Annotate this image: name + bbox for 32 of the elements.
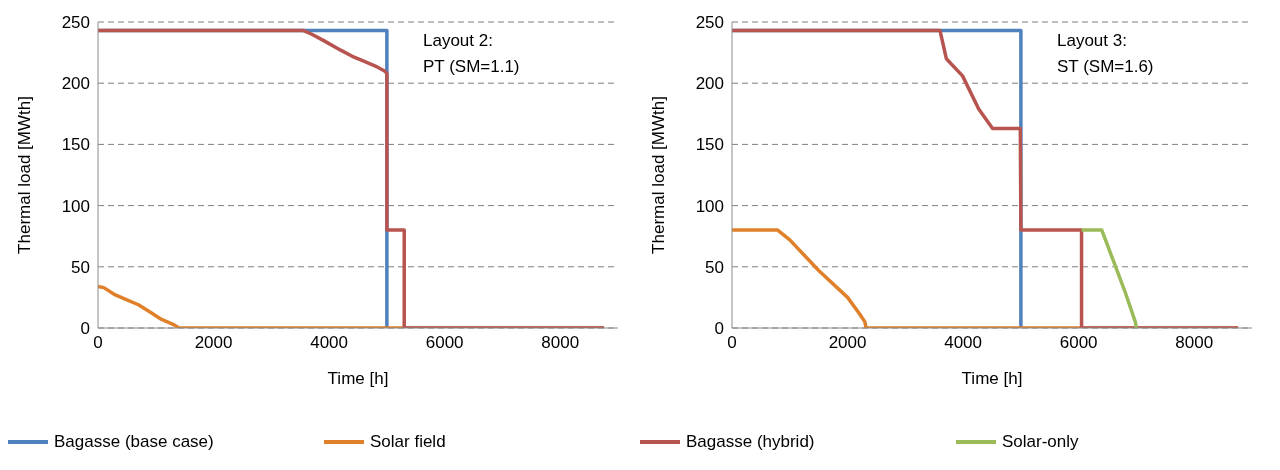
x-tick-label: 8000 [541,333,580,353]
legend-label: Solar-only [1002,432,1079,452]
y-tick-label: 0 [80,319,90,339]
y-tick-label: 200 [695,74,724,94]
y-tick-label: 150 [61,135,90,155]
x-tick-label: 0 [93,333,103,353]
x-tick-label: 8000 [1175,333,1214,353]
y-tick-label: 150 [695,135,724,155]
y-tick-label: 0 [714,319,724,339]
y-tick-label: 100 [61,196,90,216]
y-tick-label: 250 [695,13,724,33]
annotation: Layout 2: PT (SM=1.1) [423,30,520,78]
x-tick-label: 0 [727,333,737,353]
x-tick-label: 6000 [1059,333,1098,353]
y-tick-label: 100 [695,196,724,216]
legend-label: Bagasse (hybrid) [686,432,815,452]
x-tick-label: 2000 [194,333,233,353]
annotation: Layout 3: ST (SM=1.6) [1057,30,1154,78]
y-tick-label: 250 [61,13,90,33]
y-axis-title: Thermal load [MWth] [15,96,35,254]
y-axis-title: Thermal load [MWth] [649,96,669,254]
x-tick-label: 4000 [310,333,349,353]
x-tick-label: 2000 [828,333,867,353]
legend-label: Solar field [370,432,446,452]
x-tick-label: 6000 [425,333,464,353]
y-tick-label: 50 [71,257,90,277]
x-tick-label: 4000 [944,333,983,353]
y-tick-label: 200 [61,74,90,94]
x-axis-title: Time [h] [961,369,1023,388]
y-tick-label: 50 [705,257,724,277]
x-axis-title: Time [h] [327,369,389,388]
legend-label: Bagasse (base case) [54,432,214,452]
